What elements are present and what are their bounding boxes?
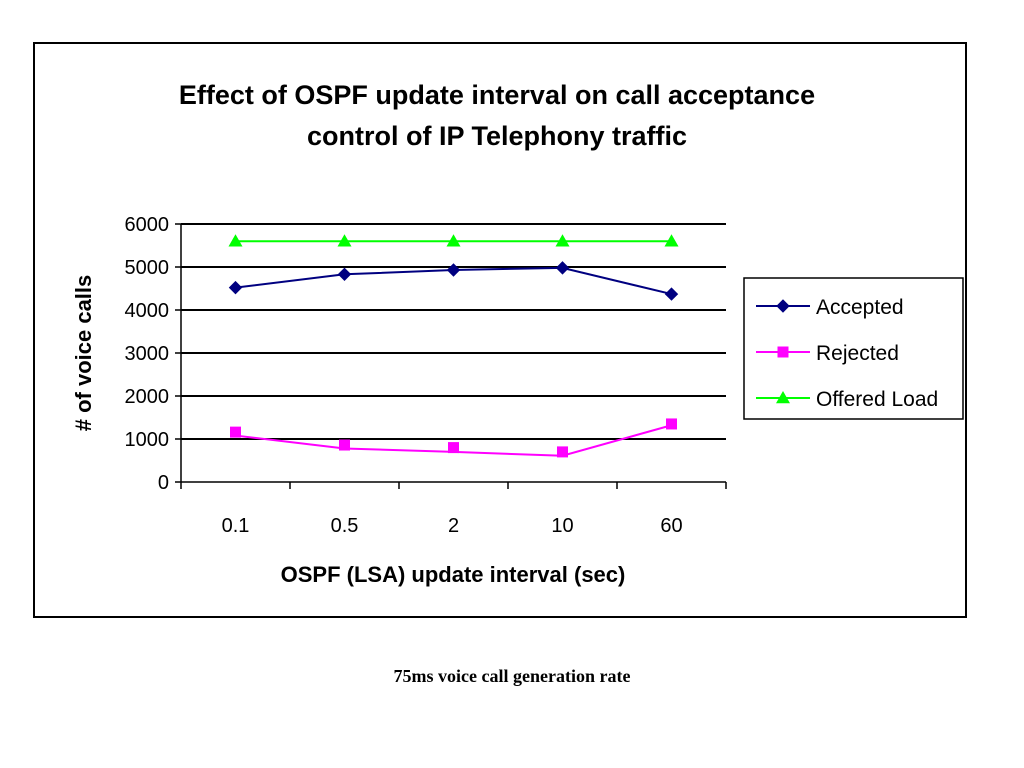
- caption: 75ms voice call generation rate: [393, 666, 631, 686]
- y-tick-label: 2000: [125, 386, 170, 408]
- data-point-rejected: [448, 442, 459, 454]
- x-tick-label: 0.5: [331, 515, 359, 537]
- y-tick-label: 6000: [125, 214, 170, 236]
- legend: Accepted Rejected Offered Load: [743, 277, 964, 420]
- y-tick-label: 0: [158, 472, 169, 494]
- data-point-rejected: [666, 418, 677, 430]
- data-point-accepted: [228, 280, 243, 295]
- legend-marker-accepted: [776, 299, 790, 313]
- data-point-offered-load: [446, 234, 461, 247]
- data-point-rejected: [557, 446, 568, 458]
- x-tick-label: 0.1: [222, 515, 250, 537]
- x-tick-label: 60: [660, 515, 682, 537]
- legend-label-accepted: Accepted: [816, 296, 904, 319]
- y-axis-label: # of voice calls: [71, 275, 96, 432]
- data-point-offered-load: [337, 234, 352, 247]
- data-point-rejected: [230, 426, 241, 438]
- y-tick-label: 4000: [125, 300, 170, 322]
- data-point-accepted: [664, 287, 679, 301]
- y-tick-label: 1000: [125, 429, 170, 451]
- data-point-offered-load: [555, 234, 570, 247]
- chart-frame: Effect of OSPF update interval on call a…: [33, 42, 967, 618]
- x-tick-label: 2: [448, 515, 459, 537]
- y-tick-label: 5000: [125, 257, 170, 279]
- chart-svg: Effect of OSPF update interval on call a…: [71, 80, 964, 587]
- x-axis-label: OSPF (LSA) update interval (sec): [281, 562, 626, 587]
- data-point-accepted: [555, 261, 570, 275]
- chart-title-line-2: control of IP Telephony traffic: [307, 121, 687, 151]
- plot-area: 0 1000 2000 3000 4000 5000 6000 0.1 0.5 2 10 60: [125, 214, 727, 537]
- legend-marker-rejected: [777, 346, 789, 358]
- legend-marker-offered-load: [776, 391, 790, 404]
- chart-title-line-1: Effect of OSPF update interval on call a…: [179, 80, 815, 110]
- data-point-offered-load: [228, 234, 243, 247]
- y-tick-label: 3000: [125, 343, 170, 365]
- data-point-accepted: [337, 267, 352, 282]
- data-point-accepted: [446, 263, 461, 277]
- data-point-rejected: [339, 439, 350, 451]
- x-tick-label: 10: [551, 515, 573, 537]
- legend-label-rejected: Rejected: [816, 342, 899, 365]
- data-point-offered-load: [664, 234, 679, 247]
- legend-label-offered-load: Offered Load: [816, 388, 938, 411]
